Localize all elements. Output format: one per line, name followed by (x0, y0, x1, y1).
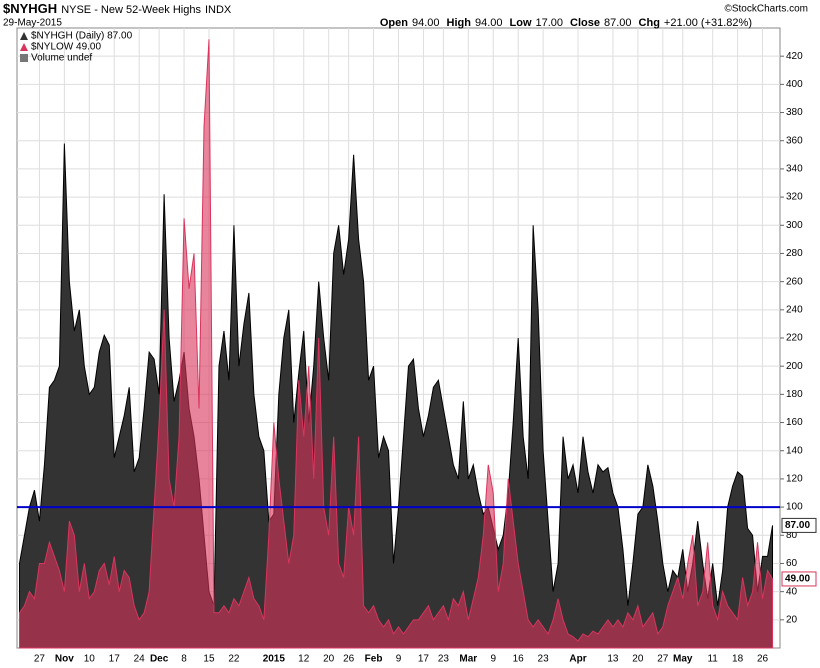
x-tick-label: 23 (538, 654, 550, 665)
x-tick-label: 22 (228, 654, 240, 665)
legend-swatch (20, 43, 28, 51)
x-tick-label: 2015 (263, 654, 286, 665)
y-tick-label: 240 (786, 304, 803, 315)
x-tick-label: Feb (365, 654, 383, 665)
y-tick-label: 300 (786, 220, 803, 231)
area (18, 39, 774, 649)
x-tick-label: 26 (343, 654, 355, 665)
x-tick-label: 8 (181, 654, 187, 665)
y-tick-label: 360 (786, 135, 803, 146)
y-tick-label: 260 (786, 276, 803, 287)
y-tick-label: 120 (786, 474, 803, 485)
index-tag: INDX (205, 4, 232, 16)
quote-value: 94.00 (412, 17, 440, 29)
quote-value: 87.00 (604, 17, 632, 29)
quote: Open 94.00 High 94.00 Low 17.00 Close 87.00 Chg +… (380, 17, 752, 29)
legend-label: $NYLOW 49.00 (31, 42, 101, 53)
x-tick-label: 17 (109, 654, 121, 665)
x-tick-label: 26 (757, 654, 769, 665)
x-tick-label: 18 (732, 654, 744, 665)
y-tick-label: 340 (786, 164, 803, 175)
chart-header: $NYHGH NYSE - New 52-Week Highs INDX (3, 1, 232, 16)
y-tick-label: 280 (786, 248, 803, 259)
x-tick-label: May (673, 654, 693, 665)
x-tick-label: Mar (459, 654, 477, 665)
quote-label: High (447, 17, 472, 29)
x-tick-label: 27 (34, 654, 46, 665)
y-tick-label: 400 (786, 79, 803, 90)
y-tick-label: 200 (786, 361, 803, 372)
x-tick-label: 17 (418, 654, 430, 665)
y-tick-label: 180 (786, 389, 803, 400)
quote-label: Chg (639, 17, 660, 29)
x-tick-label: 24 (134, 654, 146, 665)
x-tick-label: 9 (396, 654, 402, 665)
x-tick-label: Apr (569, 654, 586, 665)
x-tick-label: Dec (150, 654, 169, 665)
quote-label: Close (570, 17, 600, 29)
y-tick-label: 20 (786, 614, 798, 625)
quote-value: 17.00 (536, 17, 564, 29)
y-tick-label: 320 (786, 192, 803, 203)
legend-label: $NYHGH (Daily) 87.00 (31, 31, 133, 42)
x-tick-label: 16 (513, 654, 525, 665)
quote-value: 94.00 (475, 17, 503, 29)
x-tick-label: 15 (203, 654, 215, 665)
y-tick-label: 140 (786, 445, 803, 456)
quote-value: +21.00 (+31.82%) (664, 17, 752, 29)
chart-date: 29-May-2015 (3, 18, 62, 29)
y-tick-label: 380 (786, 107, 803, 118)
marks (17, 39, 780, 649)
x-tick-label: 20 (632, 654, 644, 665)
x-tick-label: 12 (298, 654, 310, 665)
y-tick-label: 160 (786, 417, 803, 428)
y-tick-label: 40 (786, 586, 798, 597)
legend-swatch (20, 54, 28, 62)
legend-swatch (20, 32, 28, 40)
x-tick-label: 11 (707, 654, 718, 665)
x-tick-label: 23 (438, 654, 450, 665)
y-tick-label: 100 (786, 502, 803, 513)
symbol: $NYHGH (3, 1, 57, 16)
source: ©StockCharts.com (724, 4, 808, 15)
x-tick-label: 27 (657, 654, 669, 665)
x-tick-label: 10 (84, 654, 96, 665)
x-tick-label: 13 (607, 654, 619, 665)
x-tick-label: Nov (55, 654, 74, 665)
y-tick-label: 60 (786, 558, 798, 569)
legend-label: Volume undef (31, 53, 92, 64)
y-tick-label: 220 (786, 333, 803, 344)
last-value-box (781, 517, 817, 533)
y-tick-label: 80 (786, 530, 798, 541)
quote-label: Low (510, 17, 532, 29)
quote-label: Open (380, 17, 408, 29)
last-value-label: 49.00 (785, 574, 810, 585)
last-value-label: 87.00 (785, 520, 810, 531)
y-tick-label: 420 (786, 51, 803, 62)
last-value-box (781, 571, 817, 587)
chart-title: NYSE - New 52-Week Highs (61, 4, 201, 16)
x-tick-label: 20 (323, 654, 335, 665)
x-tick-label: 9 (490, 654, 496, 665)
